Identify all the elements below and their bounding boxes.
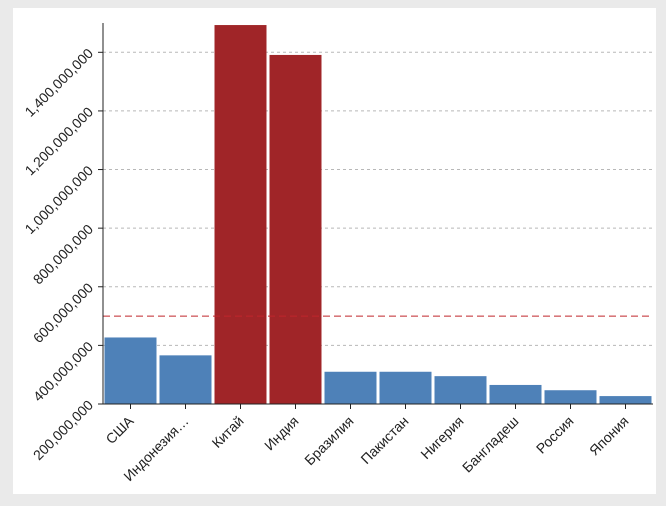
bar (324, 371, 377, 404)
x-tick-label: Япония (586, 413, 632, 459)
y-ticks: 200,000,000400,000,000600,000,000800,000… (21, 45, 103, 463)
chart-card: 200,000,000 400,000,000 600,000,000 800,000… (13, 8, 656, 494)
bar (269, 54, 322, 405)
x-tick-label: Китай (209, 413, 247, 451)
y-tick-label: 800,000,000 (30, 221, 97, 288)
bar (544, 390, 597, 404)
bar (104, 337, 157, 404)
x-tick-label: Индия (261, 413, 302, 454)
x-tick-label: Бразилия (301, 413, 356, 468)
bar-chart: 200,000,000400,000,000600,000,000800,000… (21, 23, 653, 484)
bars (104, 25, 652, 405)
bar (214, 25, 267, 404)
x-tick-label: Бангладеш (459, 413, 522, 476)
grid-lines (103, 51, 653, 405)
bar (599, 396, 652, 404)
x-tick-label: Россия (533, 413, 577, 457)
y-tick-label: 400,000,000 (30, 338, 97, 405)
x-tick-label: Пакистан (357, 413, 411, 467)
bar (159, 355, 212, 404)
x-tick-label: США (102, 412, 137, 447)
bar (489, 384, 542, 404)
x-tick-label: Нигерия (417, 413, 466, 462)
bar (434, 376, 487, 404)
y-tick-label: 200,000,000 (30, 397, 97, 464)
bar (379, 371, 432, 404)
y-tick-label: 600,000,000 (30, 279, 97, 346)
